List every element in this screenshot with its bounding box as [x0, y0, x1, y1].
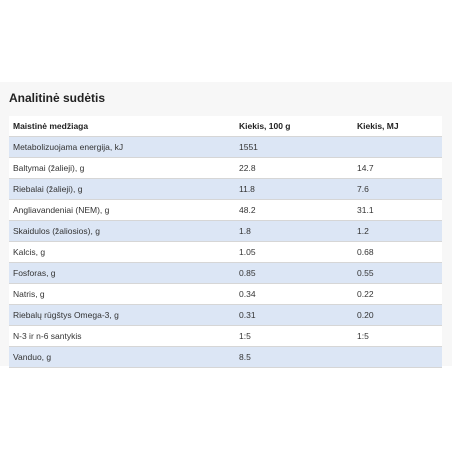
table-row: Natris, g 0.34 0.22: [9, 283, 442, 305]
nutrient-cell: Fosforas, g: [9, 262, 235, 284]
amount-100g-cell: 11.8: [235, 178, 353, 200]
nutrient-cell: Riebalų rūgštys Omega-3, g: [9, 304, 235, 326]
table-row: Angliavandeniai (NEM), g 48.2 31.1: [9, 199, 442, 221]
amount-100g-cell: 22.8: [235, 157, 353, 179]
amount-100g-cell: 8.5: [235, 346, 353, 368]
amount-100g-cell: 1.8: [235, 220, 353, 242]
table-header-row: Maistinė medžiaga Kiekis, 100 g Kiekis, …: [9, 116, 442, 137]
nutrient-cell: Baltymai (žalieji), g: [9, 157, 235, 179]
table-row: Baltymai (žalieji), g 22.8 14.7: [9, 157, 442, 179]
nutrient-cell: Riebalai (žalieji), g: [9, 178, 235, 200]
amount-100g-cell: 0.85: [235, 262, 353, 284]
table-row: Vanduo, g 8.5: [9, 346, 442, 368]
table-row: Riebalai (žalieji), g 11.8 7.6: [9, 178, 442, 200]
nutrient-cell: Vanduo, g: [9, 346, 235, 368]
amount-mj-cell: 0.22: [353, 283, 442, 305]
amount-mj-cell: 0.68: [353, 241, 442, 263]
nutrient-cell: N-3 ir n-6 santykis: [9, 325, 235, 347]
amount-100g-cell: 0.31: [235, 304, 353, 326]
amount-mj-cell: 0.20: [353, 304, 442, 326]
section-title: Analitinė sudėtis: [9, 91, 106, 105]
amount-100g-cell: 0.34: [235, 283, 353, 305]
amount-mj-cell: 1.2: [353, 220, 442, 242]
table-row: Kalcis, g 1.05 0.68: [9, 241, 442, 263]
amount-mj-cell: [353, 346, 442, 368]
nutrient-cell: Skaidulos (žaliosios), g: [9, 220, 235, 242]
amount-mj-cell: 7.6: [353, 178, 442, 200]
nutrient-cell: Kalcis, g: [9, 241, 235, 263]
amount-mj-cell: 1:5: [353, 325, 442, 347]
amount-100g-cell: 1:5: [235, 325, 353, 347]
table-row: Skaidulos (žaliosios), g 1.8 1.2: [9, 220, 442, 242]
amount-100g-cell: 1.05: [235, 241, 353, 263]
amount-100g-cell: 48.2: [235, 199, 353, 221]
table-row: N-3 ir n-6 santykis 1:5 1:5: [9, 325, 442, 347]
nutrient-cell: Metabolizuojama energija, kJ: [9, 136, 235, 158]
header-nutrient: Maistinė medžiaga: [9, 116, 235, 137]
amount-mj-cell: 0.55: [353, 262, 442, 284]
table-row: Riebalų rūgštys Omega-3, g 0.31 0.20: [9, 304, 442, 326]
nutrient-cell: Natris, g: [9, 283, 235, 305]
amount-mj-cell: 14.7: [353, 157, 442, 179]
amount-100g-cell: 1551: [235, 136, 353, 158]
table-row: Metabolizuojama energija, kJ 1551: [9, 136, 442, 158]
table-row: Fosforas, g 0.85 0.55: [9, 262, 442, 284]
nutrient-cell: Angliavandeniai (NEM), g: [9, 199, 235, 221]
header-amount-100g: Kiekis, 100 g: [235, 116, 353, 137]
header-amount-mj: Kiekis, MJ: [353, 116, 442, 137]
amount-mj-cell: 31.1: [353, 199, 442, 221]
composition-table: Maistinė medžiaga Kiekis, 100 g Kiekis, …: [9, 116, 442, 368]
amount-mj-cell: [353, 136, 442, 158]
